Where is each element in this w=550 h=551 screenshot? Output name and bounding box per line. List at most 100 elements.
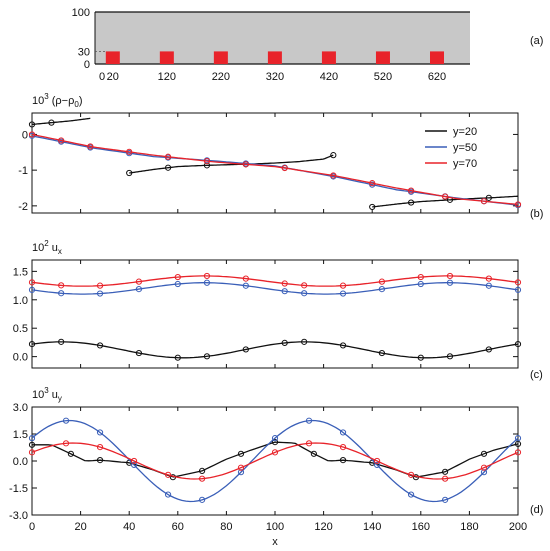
data-point [164,153,172,160]
data-point [330,172,337,179]
data-point [514,279,522,286]
data-point [446,353,454,360]
obstacle-block [213,51,228,64]
data-point [339,282,347,289]
x-tick-label: 60 [172,521,184,533]
data-point [203,353,211,360]
data-point [28,341,36,348]
data-point [310,450,317,457]
x-tick-label: 160 [412,521,430,533]
y-tick-label: 3.0 [13,402,28,414]
data-point [174,280,181,288]
data-point [28,279,36,286]
data-point [62,440,70,447]
data-point [442,475,449,482]
y-tick-label: 0 [22,129,28,141]
data-point [237,464,245,471]
x-tick-label: 100 [266,521,284,533]
x-tick-label: 520 [374,71,392,83]
y-axis-label: 103 uy [32,386,62,403]
data-point [58,282,65,289]
data-point [301,282,308,289]
x-tick-label: 120 [314,521,332,533]
data-point [305,440,313,447]
data-point [28,449,36,456]
data-point [330,152,337,159]
data-point [96,342,104,349]
legend-label: y=50 [453,142,477,154]
data-point [62,417,70,424]
data-point [514,341,522,348]
x-tick-label: 120 [158,71,176,83]
y-tick-label: 0.0 [13,352,28,364]
panel-label: (a) [530,35,543,47]
data-point [28,286,36,293]
x-tick-label: 20 [107,71,119,83]
data-point [378,278,386,285]
data-point [442,193,449,200]
data-point [369,180,376,187]
data-point [339,290,347,297]
x-tick-label: 620 [428,71,446,83]
data-point [339,444,347,451]
y-axis-label: 103 (ρ−ρ0) [32,92,83,109]
y-tick-label: 0.5 [13,323,28,335]
data-point [407,471,415,478]
data-point [174,273,181,281]
data-point [237,469,245,476]
data-point [96,290,104,297]
data-point [203,158,211,165]
data-point [28,441,36,448]
data-point [28,121,36,128]
data-point [305,417,313,424]
x-tick-label: 320 [266,71,284,83]
data-point [242,346,249,353]
series-line-y=20 [31,341,519,359]
data-point [87,143,94,150]
series-line-y=70 [31,275,519,287]
data-point [378,285,386,293]
data-point [301,338,308,345]
data-point [407,199,415,206]
data-point [28,131,36,138]
data-point [281,164,288,172]
y-tick-label: 0.0 [13,456,28,468]
data-point [281,339,288,347]
data-point [271,435,279,442]
data-point [96,457,104,464]
data-point [130,457,138,465]
series-line-y=50 [31,282,519,295]
obstacle-block [430,51,444,64]
data-point [281,280,288,287]
data-point [199,467,206,474]
data-point [237,450,245,457]
series-line-y=70 [31,442,519,480]
panel-label: (c) [530,369,543,381]
data-point [514,201,522,208]
data-point [96,444,104,451]
data-point [373,457,381,465]
data-point [339,457,347,464]
data-point [242,282,249,289]
panel-b: 0 -1 -2 103 (ρ−ρ0) (b) y=20 y=50 y=70 [18,92,543,220]
data-point [48,119,55,126]
data-point [281,288,288,295]
y-tick-label: -2 [18,201,28,213]
series-line-y=20 [129,154,334,174]
data-point [480,198,488,205]
data-point [242,275,249,282]
y-tick-label: -3.0 [9,510,28,522]
y-tick-label: -1.5 [9,483,28,495]
data-point [514,286,522,293]
data-point [485,282,492,289]
data-point [446,279,454,286]
x-tick-label: 0 [29,521,35,533]
data-point [58,290,65,297]
data-point [126,169,133,177]
y-tick-label: -1 [18,165,28,177]
data-point [442,468,449,475]
x-tick-label: 80 [220,521,232,533]
data-point [164,491,172,498]
series-line-y=50 [31,419,519,503]
